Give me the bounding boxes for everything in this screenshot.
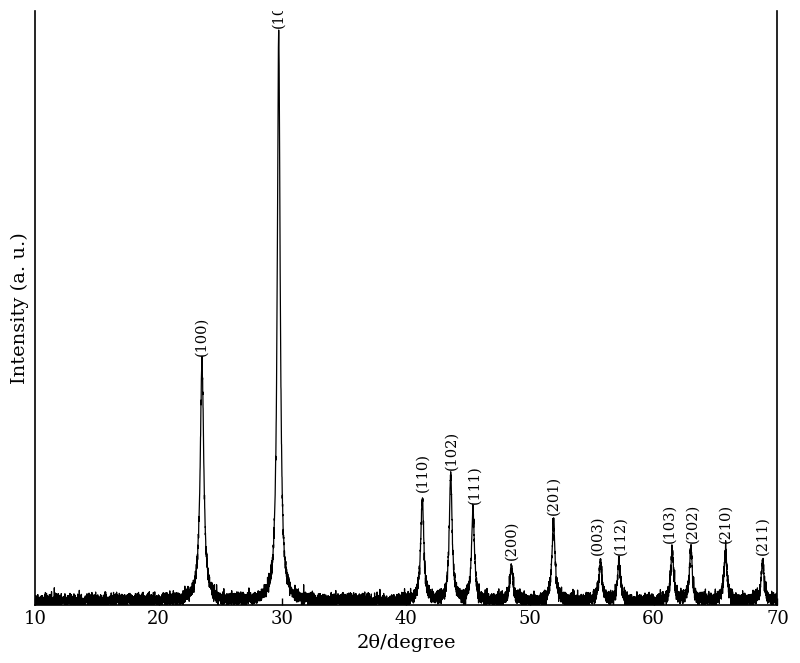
Text: (101): (101) bbox=[272, 0, 286, 28]
Text: (211): (211) bbox=[756, 516, 770, 554]
Text: (111): (111) bbox=[467, 465, 482, 504]
Text: (100): (100) bbox=[195, 317, 209, 357]
Text: (112): (112) bbox=[614, 516, 627, 554]
Y-axis label: Intensity (a. u.): Intensity (a. u.) bbox=[11, 233, 30, 384]
Text: (202): (202) bbox=[685, 504, 699, 543]
X-axis label: 2θ/degree: 2θ/degree bbox=[357, 634, 456, 652]
Text: (201): (201) bbox=[546, 476, 561, 515]
Text: (102): (102) bbox=[445, 430, 459, 469]
Text: (200): (200) bbox=[504, 521, 518, 560]
Text: (110): (110) bbox=[415, 453, 430, 492]
Text: (103): (103) bbox=[662, 504, 677, 543]
Text: (003): (003) bbox=[591, 515, 605, 554]
Text: (210): (210) bbox=[718, 504, 733, 543]
